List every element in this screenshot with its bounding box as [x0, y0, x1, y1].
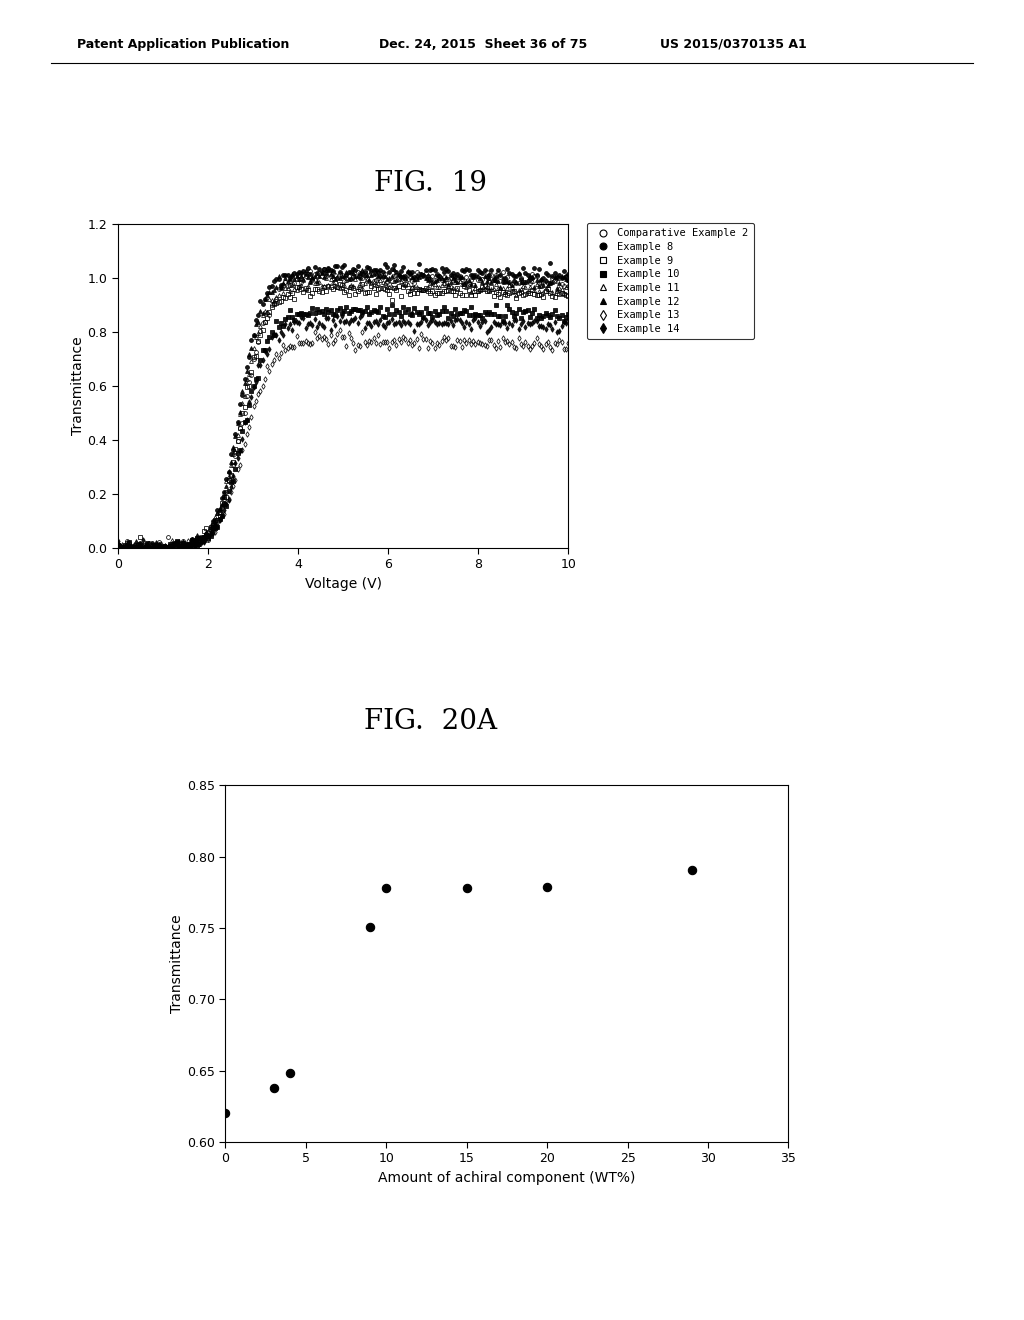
Text: Dec. 24, 2015  Sheet 36 of 75: Dec. 24, 2015 Sheet 36 of 75: [379, 37, 587, 50]
X-axis label: Amount of achiral component (WT%): Amount of achiral component (WT%): [378, 1171, 636, 1185]
Legend: Comparative Example 2, Example 8, Example 9, Example 10, Example 11, Example 12,: Comparative Example 2, Example 8, Exampl…: [587, 223, 754, 339]
Text: Patent Application Publication: Patent Application Publication: [77, 37, 289, 50]
X-axis label: Voltage (V): Voltage (V): [304, 577, 382, 591]
Y-axis label: Transmittance: Transmittance: [71, 337, 85, 436]
Text: FIG.  20A: FIG. 20A: [364, 708, 497, 735]
Text: US 2015/0370135 A1: US 2015/0370135 A1: [660, 37, 807, 50]
Y-axis label: Transmittance: Transmittance: [170, 915, 184, 1012]
Text: FIG.  19: FIG. 19: [374, 170, 486, 198]
